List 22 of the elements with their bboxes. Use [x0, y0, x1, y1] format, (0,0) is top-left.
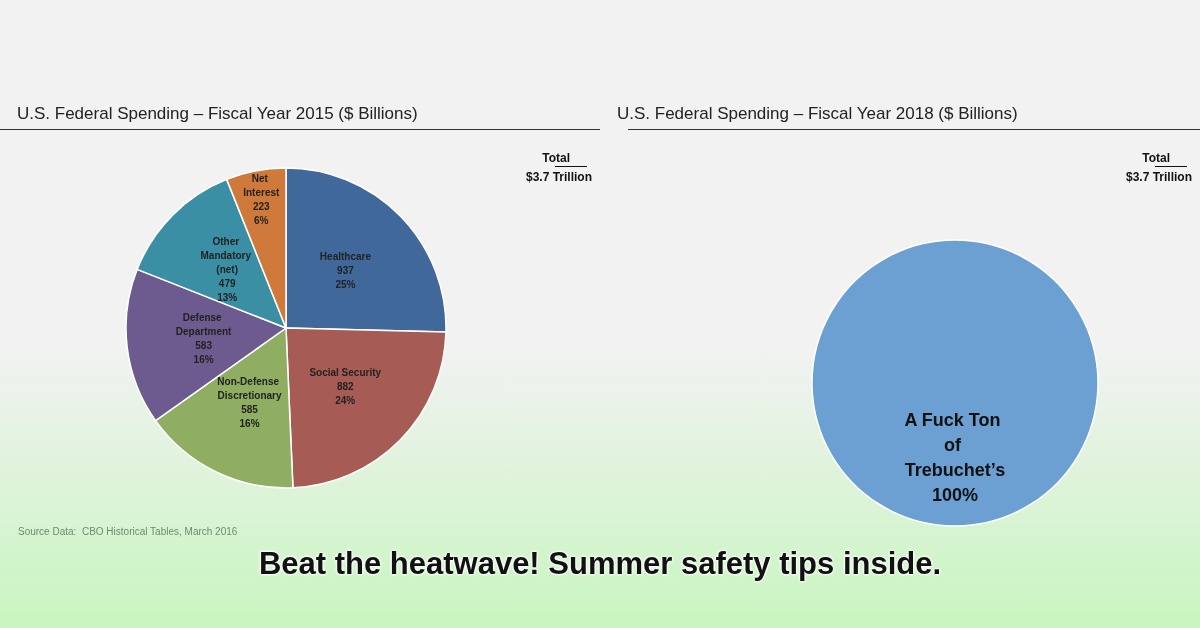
slice-label: Social Security — [309, 366, 382, 378]
text: Total — [1142, 151, 1170, 165]
slice-label: Non-Defense Discretionary — [217, 376, 282, 402]
slice-label: Other Mandatory (net) — [200, 235, 254, 275]
source-note: Source Data: CBO Historical Tables, March 2016 — [18, 525, 238, 537]
data-label: 882 24% — [335, 380, 356, 406]
chart-title: U.S. Federal Spending – Fiscal Year 2018 ($ Billions) — [617, 104, 1018, 123]
text: $3.7 Trillion — [1125, 170, 1193, 184]
text: $3.7 Trillion — [525, 170, 593, 184]
data-label: 100% — [931, 485, 979, 506]
chart-title: U.S. Federal Spending – Fiscal Year 2015 ($ Billions) — [17, 104, 418, 123]
slice-label: Defense Department — [175, 311, 233, 337]
text: Beat the heatwave! Summer safety tips inside. — [257, 546, 943, 582]
slice-label: A Fuck Ton of Trebuchet’s — [904, 409, 1006, 481]
data-label: 937 25% — [335, 264, 356, 290]
slice-label: Healthcare — [319, 250, 372, 262]
slice-label: Net Interest — [243, 172, 280, 198]
data-label: 223 6% — [252, 200, 271, 226]
data-label: 583 16% — [193, 339, 214, 365]
text: Total — [542, 151, 570, 165]
data-label: 479 13% — [217, 277, 238, 303]
data-label: 585 16% — [239, 404, 260, 430]
